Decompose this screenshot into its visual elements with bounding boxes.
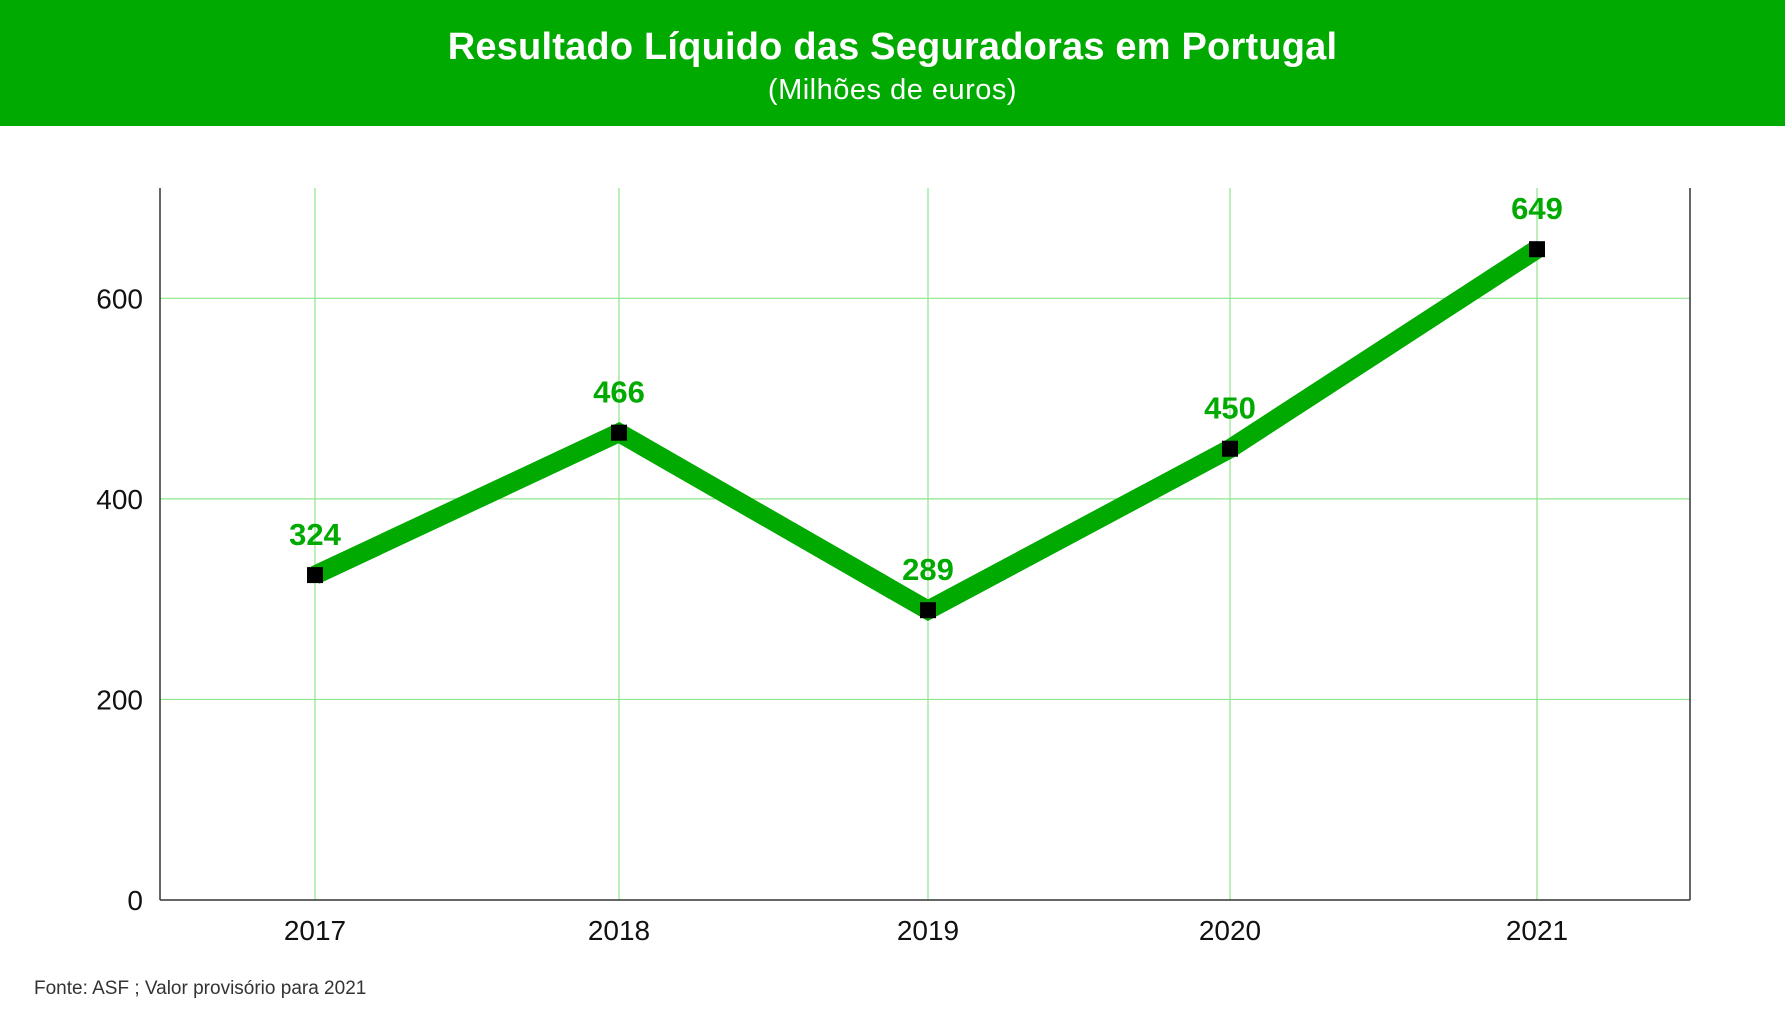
data-label: 324 bbox=[289, 517, 341, 552]
labels: 0 200 400 600 2017 2018 2019 2020 2021 324 466 289 4… bbox=[96, 191, 1568, 946]
data-label: 450 bbox=[1204, 391, 1256, 426]
chart-subtitle: (Milhões de euros) bbox=[767, 74, 1018, 106]
axes bbox=[159, 188, 1691, 901]
y-tick-label: 200 bbox=[96, 684, 143, 715]
y-tick-label: 0 bbox=[127, 885, 143, 916]
data-point-marker bbox=[307, 567, 323, 584]
data-label: 649 bbox=[1511, 191, 1563, 226]
data-point-marker bbox=[920, 602, 936, 619]
grid bbox=[160, 188, 1690, 900]
chart-header: Resultado Líquido das Seguradoras em Por… bbox=[0, 0, 1785, 126]
x-tick-label: 2019 bbox=[897, 915, 959, 946]
data-point-marker bbox=[611, 424, 627, 441]
x-tick-label: 2017 bbox=[284, 915, 346, 946]
data-label: 289 bbox=[902, 552, 954, 587]
x-tick-label: 2021 bbox=[1506, 915, 1568, 946]
series bbox=[307, 241, 1545, 622]
x-tick-label: 2018 bbox=[588, 915, 650, 946]
data-label: 466 bbox=[593, 375, 645, 410]
data-point-marker bbox=[1529, 241, 1545, 258]
chart-title: Resultado Líquido das Seguradoras em Por… bbox=[447, 26, 1338, 68]
source-note: Fonte: ASF ; Valor provisório para 2021 bbox=[34, 978, 367, 999]
x-tick-label: 2020 bbox=[1199, 915, 1261, 946]
y-tick-label: 600 bbox=[96, 283, 143, 314]
data-point-marker bbox=[1222, 440, 1238, 457]
y-tick-label: 400 bbox=[96, 484, 143, 515]
